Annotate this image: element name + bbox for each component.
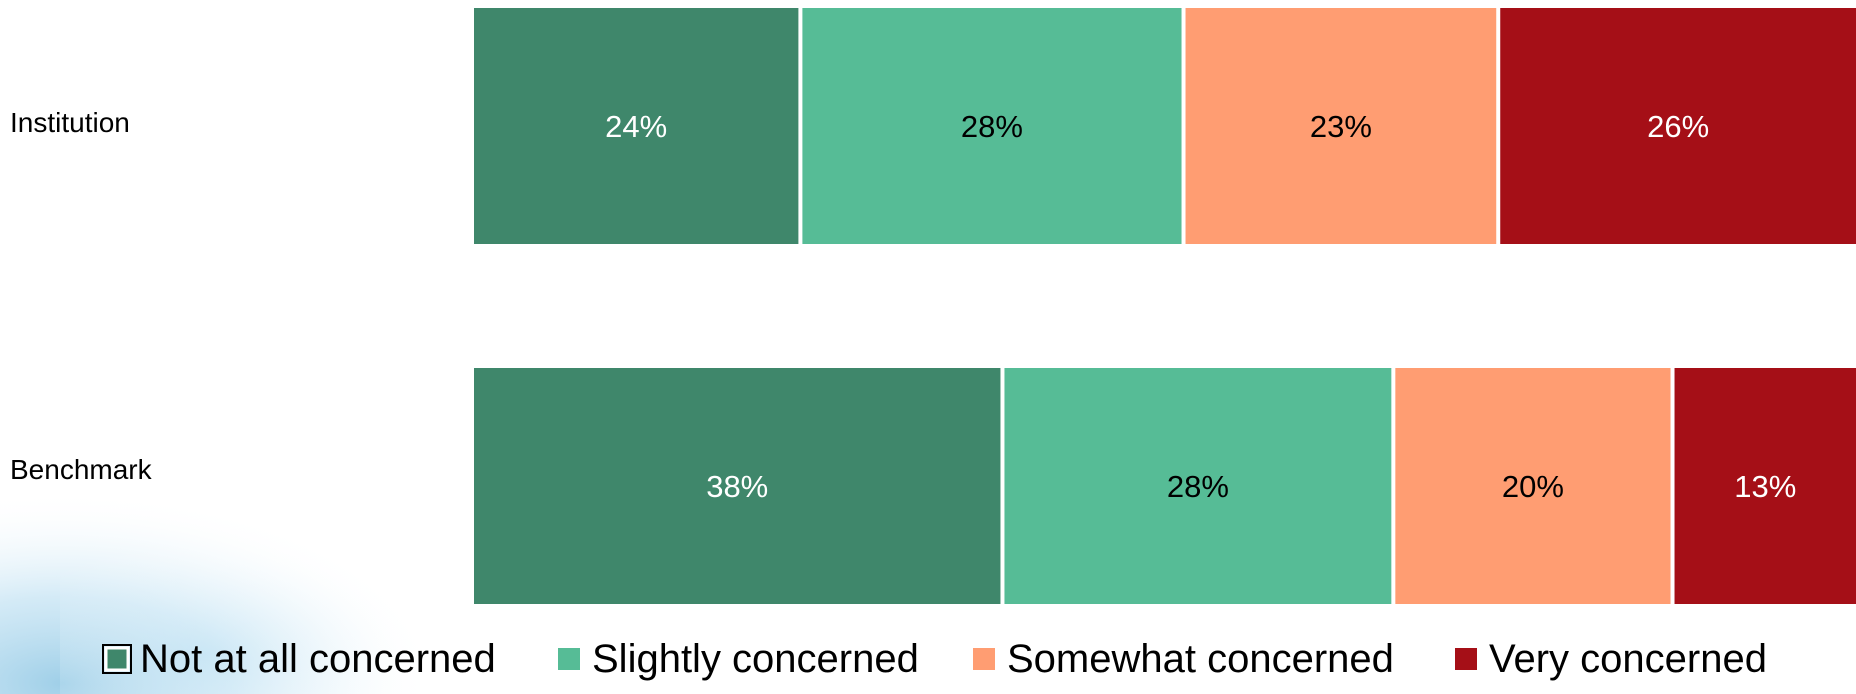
- data-label-institution-somewhat-concerned: 23%: [1310, 109, 1372, 144]
- bar-institution-very-concerned: [1500, 8, 1856, 244]
- bar-institution-slightly-concerned: [802, 8, 1182, 244]
- legend-swatch-outline: [102, 644, 132, 674]
- category-label-institution: Institution: [10, 107, 130, 138]
- data-label-institution-slightly-concerned: 28%: [961, 109, 1023, 144]
- legend: Not at all concerned Slightly concerned So…: [102, 637, 1767, 681]
- bar-institution-somewhat-concerned: [1185, 8, 1497, 244]
- legend-swatch-somewhat-concerned: [973, 648, 995, 670]
- bar-benchmark-somewhat-concerned: [1395, 368, 1671, 604]
- data-label-benchmark-not-at-all-concerned: 38%: [706, 469, 768, 504]
- legend-label-slightly-concerned: Slightly concerned: [592, 637, 919, 681]
- category-labels: Institution Benchmark: [10, 107, 153, 485]
- legend-label-very-concerned: Very concerned: [1489, 637, 1767, 681]
- legend-swatch-not-at-all-concerned: [104, 646, 130, 672]
- bar-institution-not-at-all-concerned: [474, 8, 799, 244]
- bar-benchmark-not-at-all-concerned: [474, 368, 1001, 604]
- data-label-benchmark-slightly-concerned: 28%: [1167, 469, 1229, 504]
- category-label-benchmark: Benchmark: [10, 454, 153, 485]
- bar-benchmark-slightly-concerned: [1004, 368, 1392, 604]
- data-label-benchmark-very-concerned: 13%: [1734, 469, 1796, 504]
- legend-label-not-at-all-concerned: Not at all concerned: [140, 637, 496, 681]
- legend-label-somewhat-concerned: Somewhat concerned: [1007, 637, 1394, 681]
- data-label-institution-very-concerned: 26%: [1647, 109, 1709, 144]
- bars: 24% 28% 23% 26% 38% 28% 20% 13%: [474, 8, 1856, 604]
- legend-swatch-very-concerned: [1455, 648, 1477, 670]
- data-label-institution-not-at-all-concerned: 24%: [605, 109, 667, 144]
- legend-swatch-slightly-concerned: [558, 648, 580, 670]
- bar-benchmark-very-concerned: [1674, 368, 1856, 604]
- data-label-benchmark-somewhat-concerned: 20%: [1502, 469, 1564, 504]
